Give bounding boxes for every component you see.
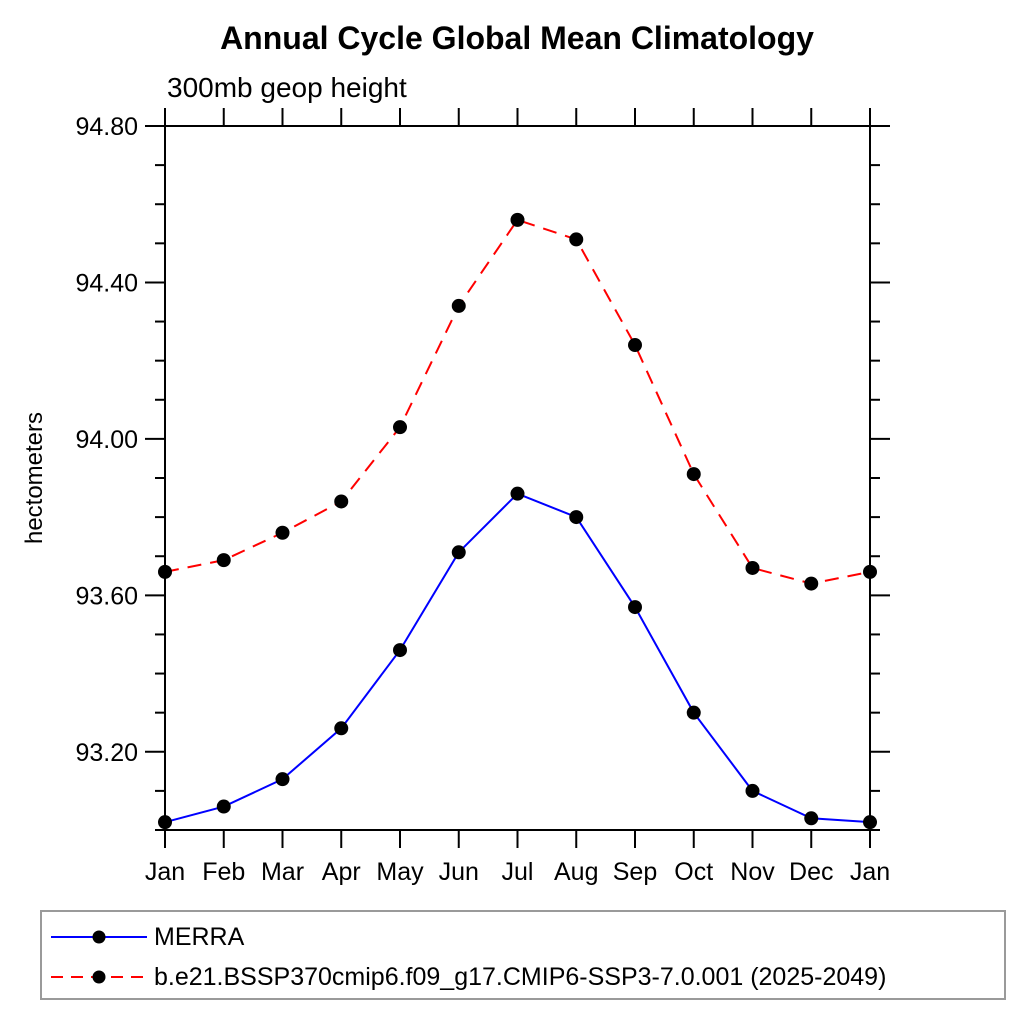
data-point-marker [216, 799, 231, 814]
x-tick-label: Jan [850, 858, 890, 886]
data-point-marker [686, 467, 701, 482]
y-tick-label: 94.80 [75, 113, 138, 141]
x-tick-label: Mar [261, 858, 304, 886]
y-tick-label: 93.60 [75, 582, 138, 610]
data-point-marker [569, 510, 584, 525]
data-point-marker [451, 545, 466, 560]
data-point-marker [863, 564, 877, 579]
data-point-marker [569, 232, 584, 247]
data-point-marker [393, 643, 407, 658]
x-tick-label: Feb [202, 858, 245, 886]
data-point-marker [745, 783, 760, 798]
merra-line-sample-icon [51, 930, 147, 944]
y-tick-label: 93.20 [75, 739, 138, 767]
data-point-marker [216, 553, 231, 568]
x-tick-label: Dec [789, 858, 833, 886]
legend-label-model: b.e21.BSSP370cmip6.f09_g17.CMIP6-SSP3-7.… [154, 962, 887, 991]
data-point-marker [510, 486, 525, 501]
data-point-marker [628, 600, 642, 615]
x-tick-label: Jun [439, 858, 479, 886]
legend: MERRA b.e21.BSSP370cmip6.f09_g17.CMIP6-S… [40, 910, 1006, 1000]
data-point-marker [628, 338, 642, 353]
data-point-marker [158, 564, 172, 579]
x-tick-label: Aug [554, 858, 598, 886]
y-tick-label: 94.40 [75, 269, 138, 297]
model-line-sample-icon [51, 970, 147, 984]
chart-subtitle: 300mb geop height [167, 72, 407, 103]
data-point-marker [686, 705, 701, 720]
x-tick-label: Apr [322, 858, 361, 886]
x-tick-label: Sep [613, 858, 657, 886]
legend-entry-merra: MERRA [49, 922, 244, 952]
merra-line [164, 492, 871, 824]
x-tick-label: Jul [502, 858, 534, 886]
x-tick-label: Oct [674, 858, 713, 886]
data-point-marker [275, 772, 290, 787]
chart-title: Annual Cycle Global Mean Climatology [220, 20, 814, 56]
y-tick-label: 94.00 [75, 426, 138, 454]
x-tick-label: Jan [145, 858, 185, 886]
x-tick-label: May [376, 858, 424, 886]
data-point-marker [804, 576, 819, 591]
data-point-marker [334, 721, 349, 736]
data-point-marker [393, 420, 407, 435]
data-point-marker [275, 525, 290, 540]
data-point-marker [745, 560, 760, 575]
plot-frame [164, 125, 871, 831]
x-tick-label: Nov [730, 858, 775, 886]
data-point-marker [334, 494, 349, 509]
model-line [164, 218, 871, 585]
data-point-marker [863, 815, 877, 830]
data-point-marker [158, 815, 172, 830]
data-point-marker [451, 298, 466, 313]
legend-entry-model: b.e21.BSSP370cmip6.f09_g17.CMIP6-SSP3-7.… [49, 962, 886, 992]
legend-label-merra: MERRA [154, 922, 245, 951]
data-point-marker [510, 212, 525, 227]
data-point-marker [804, 811, 819, 826]
